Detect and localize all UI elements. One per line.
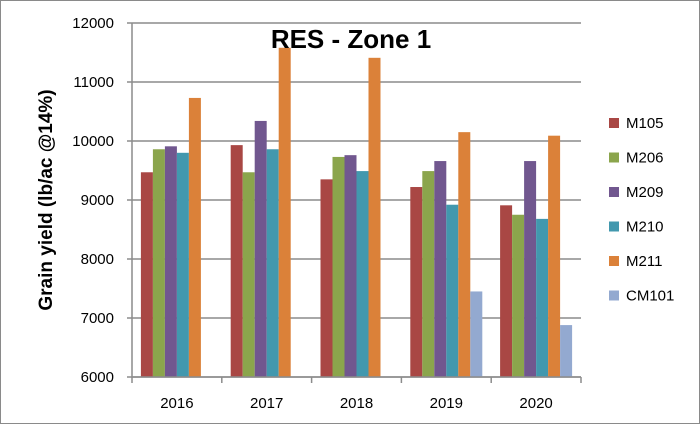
legend-label: M105 [626, 115, 664, 132]
bar-m211-2019 [458, 132, 471, 377]
y-tick-label: 9000 [81, 192, 114, 209]
bar-m206-2016 [152, 149, 165, 377]
legend-swatch-cm101 [609, 290, 619, 301]
bar-cm101-2020 [560, 325, 573, 377]
bar-m210-2018 [356, 171, 369, 377]
y-tick-label: 11000 [73, 74, 114, 91]
bar-m211-2018 [368, 57, 381, 378]
legend-swatch-m210 [609, 221, 619, 232]
legend-swatch-m206 [609, 152, 619, 163]
bar-m105-2018 [320, 179, 333, 377]
bar-m209-2016 [164, 146, 177, 377]
y-tick-label: 10000 [72, 133, 114, 150]
x-tick-label: 2018 [340, 395, 373, 412]
bar-m211-2020 [548, 135, 561, 377]
legend-swatch-m105 [609, 118, 619, 128]
axes: 6000 7000 8000 9000 10000 11000 12000 2016 2017 2… [72, 15, 582, 412]
legend-swatch-m211 [609, 256, 619, 266]
y-tick-label: 12000 [72, 15, 114, 32]
legend-label: M209 [626, 184, 664, 201]
legend-label: CM101 [626, 288, 674, 305]
bar-m206-2017 [242, 172, 255, 377]
bar-m209-2017 [254, 120, 267, 377]
legend-swatch-m209 [609, 187, 619, 197]
bar-m211-2016 [188, 97, 201, 378]
bar-m105-2016 [140, 172, 153, 377]
x-tick-label: 2016 [160, 395, 193, 412]
legend-label: M211 [626, 253, 662, 270]
bar-m210-2017 [266, 149, 279, 377]
bar-m105-2017 [230, 145, 243, 377]
bar-cm101-2019 [470, 291, 483, 377]
bar-m210-2016 [176, 152, 189, 377]
legend-label: M210 [626, 219, 664, 236]
bar-m210-2019 [446, 204, 459, 377]
bar-m211-2017 [278, 47, 291, 377]
bar-m105-2020 [500, 205, 513, 377]
x-tick-label: 2020 [519, 395, 552, 412]
bar-m206-2020 [512, 214, 525, 377]
y-axis-label: Grain yield (lb/ac @14%) [36, 89, 57, 310]
y-tick-label: 8000 [81, 251, 114, 268]
bar-m206-2018 [332, 156, 345, 377]
bar-m209-2020 [524, 161, 537, 377]
bar-m210-2020 [536, 218, 549, 377]
legend-label: M206 [626, 150, 664, 167]
bar-m105-2019 [410, 187, 423, 377]
bar-m206-2019 [422, 171, 435, 377]
bar-m209-2018 [344, 155, 357, 377]
chart-title: RES - Zone 1 [271, 24, 431, 54]
x-tick-label: 2019 [430, 395, 463, 412]
bars [140, 47, 573, 378]
y-tick-label: 7000 [81, 310, 114, 327]
x-tick-label: 2017 [250, 395, 283, 412]
y-tick-label: 6000 [81, 369, 114, 386]
legend: M105 M206 M209 M210 M211 CM101 [609, 115, 674, 305]
bar-m209-2019 [434, 161, 447, 377]
